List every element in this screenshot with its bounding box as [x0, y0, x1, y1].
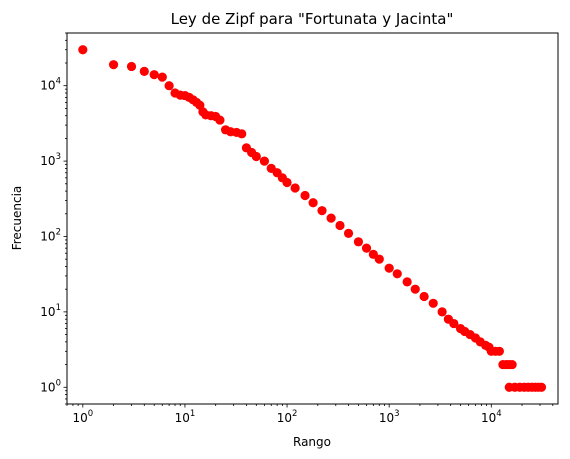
data-points — [78, 45, 547, 392]
data-point — [215, 115, 225, 125]
data-point — [536, 382, 547, 392]
data-point — [237, 129, 247, 139]
x-tick-label: 101 — [175, 409, 196, 425]
data-point — [402, 277, 412, 287]
y-tick-label: 104 — [40, 77, 61, 93]
y-axis-ticks: 100 101 102 103 104 — [40, 32, 67, 405]
data-point — [108, 60, 119, 70]
y-axis-label: Frecuencia — [10, 186, 24, 251]
x-tick-label: 100 — [72, 409, 93, 425]
data-point — [78, 45, 88, 55]
data-point — [449, 318, 459, 329]
data-point — [308, 198, 318, 208]
data-point — [139, 66, 149, 76]
y-tick-label: 102 — [40, 227, 61, 243]
data-point — [384, 263, 394, 273]
data-point — [317, 206, 327, 216]
data-point — [374, 254, 384, 264]
y-tick-label: 101 — [40, 303, 61, 319]
data-point — [126, 61, 137, 72]
data-point — [507, 359, 517, 370]
data-point — [282, 177, 292, 188]
x-tick-label: 103 — [379, 409, 400, 425]
data-point — [259, 156, 269, 166]
data-point — [157, 72, 167, 82]
x-tick-label: 104 — [481, 409, 502, 425]
data-point — [335, 220, 345, 231]
data-point — [419, 291, 429, 302]
data-point — [437, 307, 447, 317]
data-point — [410, 284, 420, 294]
plot-frame — [66, 32, 559, 405]
y-tick-label: 103 — [40, 152, 61, 168]
data-point — [353, 237, 364, 247]
data-point — [428, 298, 438, 308]
data-point — [343, 228, 354, 238]
y-tick-label: 100 — [40, 378, 61, 394]
x-axis-ticks: 100 101 102 103 104 — [66, 404, 554, 425]
data-point — [392, 269, 402, 279]
data-point — [164, 81, 174, 91]
data-point — [361, 243, 372, 253]
data-point — [326, 213, 336, 223]
x-axis-label: Rango — [293, 435, 331, 449]
data-point — [300, 190, 310, 201]
data-point — [251, 151, 261, 162]
data-point — [149, 70, 159, 80]
chart-title: Ley de Zipf para "Fortunata y Jacinta" — [171, 10, 454, 28]
x-tick-label: 102 — [277, 409, 298, 425]
data-point — [290, 183, 300, 193]
data-point — [494, 346, 504, 356]
